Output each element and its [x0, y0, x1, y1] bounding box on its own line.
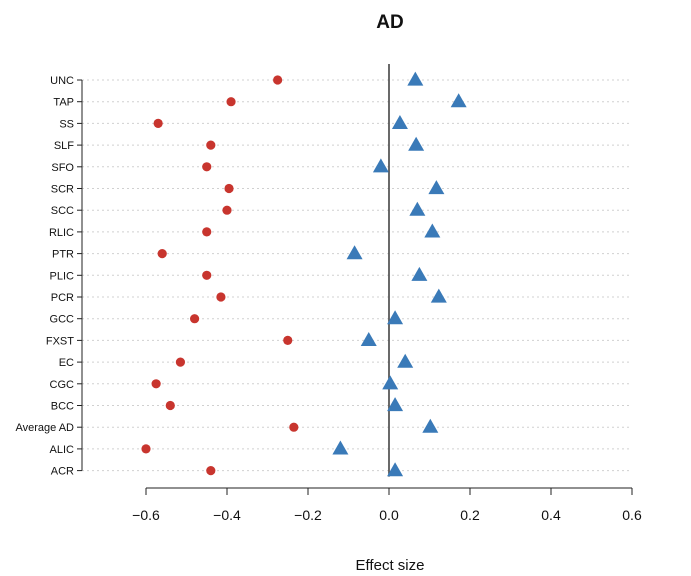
circle-point [141, 444, 151, 454]
triangle-point [408, 136, 425, 151]
y-tick-label: SCR [51, 184, 74, 196]
circle-point [202, 270, 212, 280]
x-axis-label: Effect size [356, 557, 425, 574]
triangle-point [391, 115, 408, 129]
y-axis: UNC TAP SS SLF SFO SCR SCC RLIC PTR PLIC PCR GCC FXS… [15, 75, 83, 478]
circle-point [226, 97, 236, 107]
circle-point [289, 422, 299, 432]
circle-point [190, 314, 200, 324]
triangle-point [387, 397, 404, 412]
triangle-point [387, 310, 404, 325]
x-tick-label: −0.4 [213, 507, 241, 523]
x-tick-label: 0.0 [379, 507, 399, 523]
triangle-point [428, 180, 445, 195]
y-tick-label: ALIC [50, 444, 75, 456]
circle-point [153, 118, 163, 128]
x-axis: −0.6 −0.4 −0.2 0.0 0.2 0.4 0.6 [132, 487, 642, 523]
y-tick-label: SFO [51, 162, 74, 174]
y-tick-label: Average AD [15, 422, 74, 434]
triangle-point [411, 266, 428, 281]
x-tick-label: −0.6 [132, 507, 160, 523]
triangle-point [409, 201, 426, 216]
y-tick-label: TAP [53, 97, 74, 109]
y-tick-label: GCC [50, 314, 75, 326]
gridlines [82, 79, 632, 472]
triangle-point [397, 353, 414, 368]
y-tick-label: SLF [54, 140, 74, 152]
triangle-point [346, 245, 363, 260]
triangle-point [382, 375, 399, 390]
x-tick-label: −0.2 [294, 507, 322, 523]
circle-point [206, 466, 216, 476]
circle-point [216, 292, 226, 302]
y-tick-label: FXST [46, 335, 74, 347]
circle-point [206, 140, 216, 150]
y-tick-label: EC [59, 357, 74, 369]
circle-point [202, 162, 212, 172]
triangle-point [424, 223, 441, 238]
y-tick-label: SCC [51, 205, 74, 217]
triangle-point [422, 418, 439, 433]
y-tick-label: RLIC [49, 227, 74, 239]
y-tick-label: ACR [51, 466, 74, 478]
y-tick-label: CGC [50, 379, 75, 391]
data-points [141, 71, 467, 477]
triangle-point [360, 332, 377, 346]
triangle-point [387, 462, 404, 477]
circle-point [222, 205, 232, 215]
circle-point [175, 357, 186, 367]
triangle-point [372, 158, 389, 173]
triangle-point [430, 288, 447, 303]
y-tick-label: BCC [51, 401, 74, 413]
x-tick-label: 0.2 [460, 507, 480, 523]
circle-point [165, 400, 175, 411]
circle-point [151, 379, 161, 389]
circle-point [202, 227, 212, 237]
triangle-point [332, 440, 349, 455]
y-tick-label: PLIC [50, 270, 75, 282]
circle-point [283, 335, 293, 345]
x-tick-label: 0.6 [622, 507, 642, 523]
y-tick-label: PTR [52, 249, 74, 261]
circle-point [273, 75, 283, 85]
y-tick-label: PCR [51, 292, 74, 304]
chart-title: AD [376, 12, 403, 33]
x-tick-label: 0.4 [541, 507, 561, 523]
triangle-point [450, 93, 467, 108]
y-tick-label: SS [59, 118, 74, 130]
y-tick-label: UNC [50, 75, 74, 87]
circle-point [157, 249, 167, 259]
triangle-point [407, 71, 424, 86]
circle-point [224, 183, 234, 194]
